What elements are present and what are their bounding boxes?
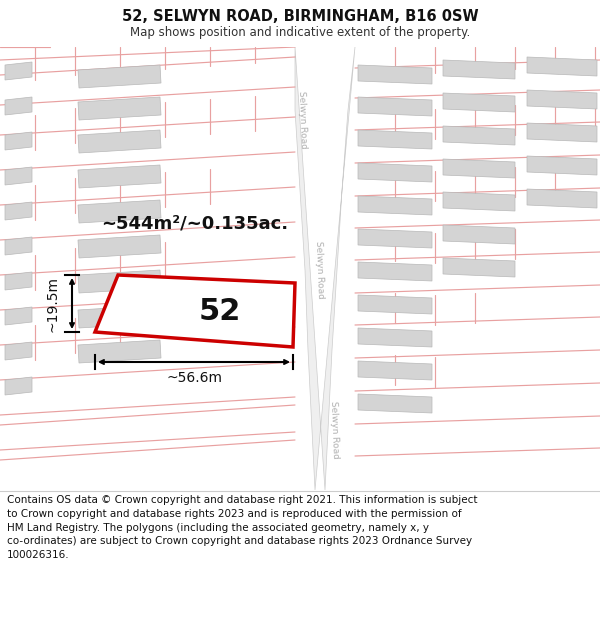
Polygon shape xyxy=(358,394,432,413)
Polygon shape xyxy=(295,47,355,490)
Polygon shape xyxy=(5,167,32,185)
Polygon shape xyxy=(358,328,432,347)
Polygon shape xyxy=(527,57,597,76)
Polygon shape xyxy=(5,202,32,220)
Polygon shape xyxy=(5,342,32,360)
Text: ~56.6m: ~56.6m xyxy=(166,371,222,385)
Polygon shape xyxy=(443,258,515,277)
Text: 52: 52 xyxy=(199,298,241,326)
Polygon shape xyxy=(5,132,32,150)
Polygon shape xyxy=(527,156,597,175)
Polygon shape xyxy=(5,377,32,395)
Polygon shape xyxy=(5,237,32,255)
Polygon shape xyxy=(443,93,515,112)
Polygon shape xyxy=(527,90,597,109)
Text: Contains OS data © Crown copyright and database right 2021. This information is : Contains OS data © Crown copyright and d… xyxy=(7,496,478,560)
Text: ~544m²/~0.135ac.: ~544m²/~0.135ac. xyxy=(101,214,289,232)
Text: Map shows position and indicative extent of the property.: Map shows position and indicative extent… xyxy=(130,26,470,39)
Polygon shape xyxy=(78,340,161,363)
Text: Selwyn Road: Selwyn Road xyxy=(329,401,341,459)
Polygon shape xyxy=(95,275,295,347)
Polygon shape xyxy=(78,270,161,293)
Polygon shape xyxy=(78,130,161,153)
Polygon shape xyxy=(358,229,432,248)
Polygon shape xyxy=(5,272,32,290)
Polygon shape xyxy=(5,62,32,80)
Polygon shape xyxy=(443,126,515,145)
Text: Selwyn Road: Selwyn Road xyxy=(314,241,326,299)
Polygon shape xyxy=(527,189,597,208)
Polygon shape xyxy=(443,159,515,178)
Text: Selwyn Road: Selwyn Road xyxy=(298,91,308,149)
Polygon shape xyxy=(443,192,515,211)
Polygon shape xyxy=(78,200,161,223)
Polygon shape xyxy=(5,307,32,325)
Polygon shape xyxy=(358,130,432,149)
Polygon shape xyxy=(78,235,161,258)
Text: ~19.5m: ~19.5m xyxy=(45,276,59,332)
Polygon shape xyxy=(78,97,161,120)
Polygon shape xyxy=(78,165,161,188)
Polygon shape xyxy=(5,97,32,115)
Polygon shape xyxy=(78,305,161,328)
Polygon shape xyxy=(358,65,432,84)
Polygon shape xyxy=(358,295,432,314)
Polygon shape xyxy=(358,97,432,116)
Polygon shape xyxy=(527,123,597,142)
Polygon shape xyxy=(358,262,432,281)
Polygon shape xyxy=(358,361,432,380)
Text: 52, SELWYN ROAD, BIRMINGHAM, B16 0SW: 52, SELWYN ROAD, BIRMINGHAM, B16 0SW xyxy=(122,9,478,24)
Polygon shape xyxy=(78,65,161,88)
Polygon shape xyxy=(358,196,432,215)
Polygon shape xyxy=(443,225,515,244)
Polygon shape xyxy=(358,163,432,182)
Polygon shape xyxy=(443,60,515,79)
